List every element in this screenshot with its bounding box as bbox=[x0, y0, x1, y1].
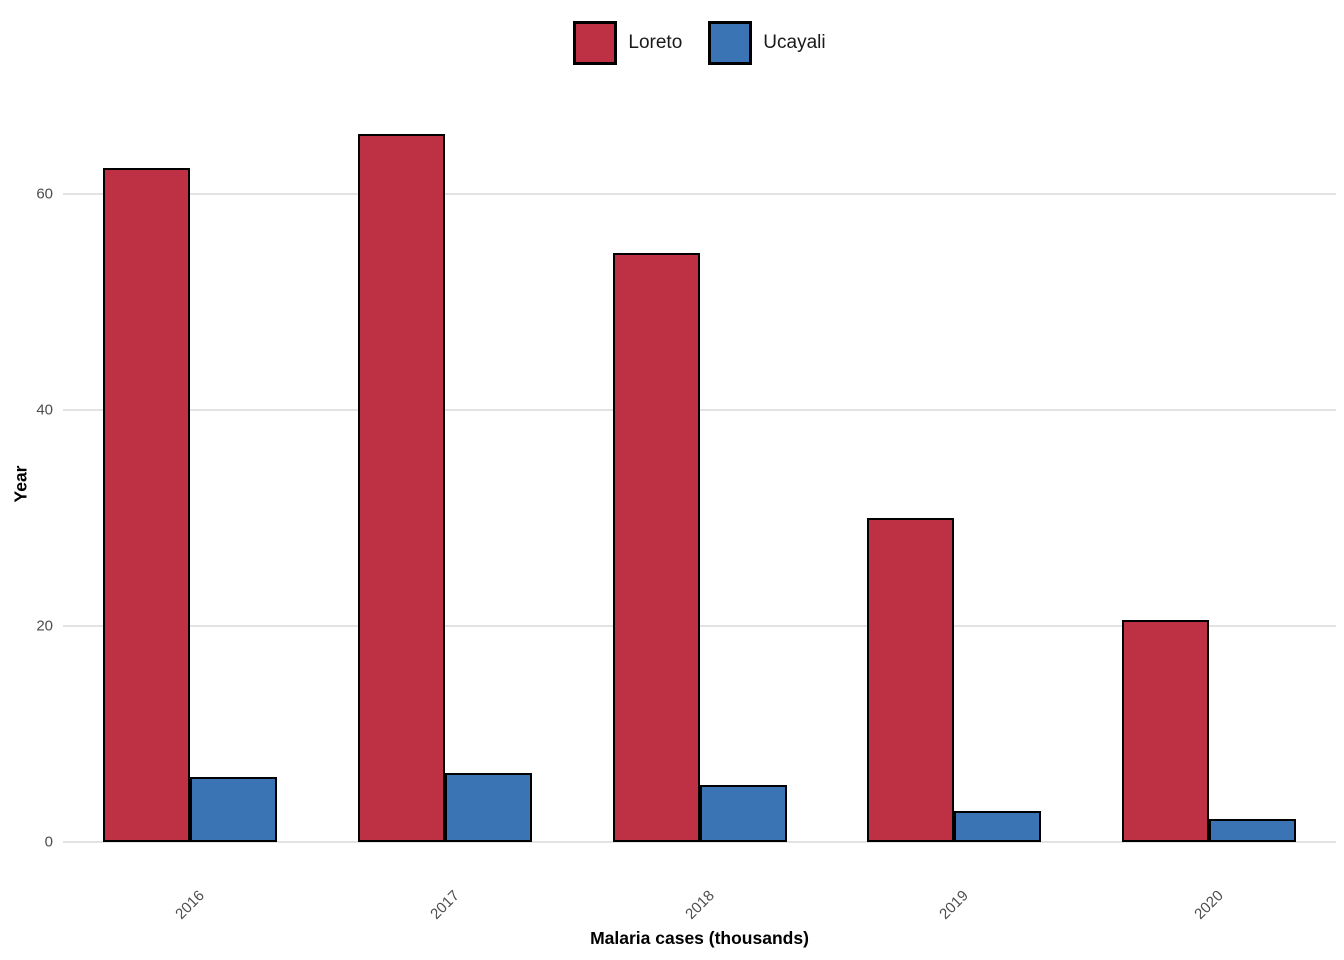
bar-ucayali-2020 bbox=[1209, 819, 1296, 842]
legend-label-ucayali: Ucayali bbox=[763, 32, 826, 53]
legend-label-loreto: Loreto bbox=[628, 32, 683, 53]
y-axis-labels: 0 20 40 60 bbox=[0, 90, 53, 860]
x-tick-label-2020: 2020 bbox=[1191, 887, 1227, 923]
legend-swatch-loreto bbox=[573, 21, 618, 65]
bar-loreto-2018 bbox=[613, 253, 700, 842]
plot-panel bbox=[63, 90, 1336, 860]
y-tick-label-0: 0 bbox=[44, 833, 53, 851]
gridline-60 bbox=[63, 193, 1336, 195]
bar-ucayali-2016 bbox=[190, 777, 277, 842]
bar-loreto-2019 bbox=[867, 518, 954, 842]
gridline-0 bbox=[63, 841, 1336, 843]
bar-ucayali-2017 bbox=[445, 773, 532, 842]
y-tick-label-20: 20 bbox=[36, 617, 53, 635]
x-tick-label-2018: 2018 bbox=[682, 887, 718, 923]
y-tick-label-40: 40 bbox=[36, 401, 53, 419]
x-tick-label-2016: 2016 bbox=[172, 887, 208, 923]
x-axis-title: Malaria cases (thousands) bbox=[590, 928, 809, 948]
legend-item-ucayali: Ucayali bbox=[708, 21, 826, 65]
bar-loreto-2016 bbox=[103, 168, 190, 842]
x-tick-label-2019: 2019 bbox=[936, 887, 972, 923]
legend-item-loreto: Loreto bbox=[573, 21, 682, 65]
bar-loreto-2017 bbox=[358, 134, 445, 842]
legend: Loreto Ucayali bbox=[63, 18, 1336, 68]
y-tick-label-60: 60 bbox=[36, 185, 53, 203]
bar-loreto-2020 bbox=[1122, 620, 1209, 842]
y-axis-title: Year bbox=[10, 465, 31, 503]
x-tick-label-2017: 2017 bbox=[427, 887, 463, 923]
legend-swatch-ucayali bbox=[708, 21, 753, 65]
bar-ucayali-2019 bbox=[954, 811, 1041, 842]
bar-ucayali-2018 bbox=[700, 785, 787, 842]
